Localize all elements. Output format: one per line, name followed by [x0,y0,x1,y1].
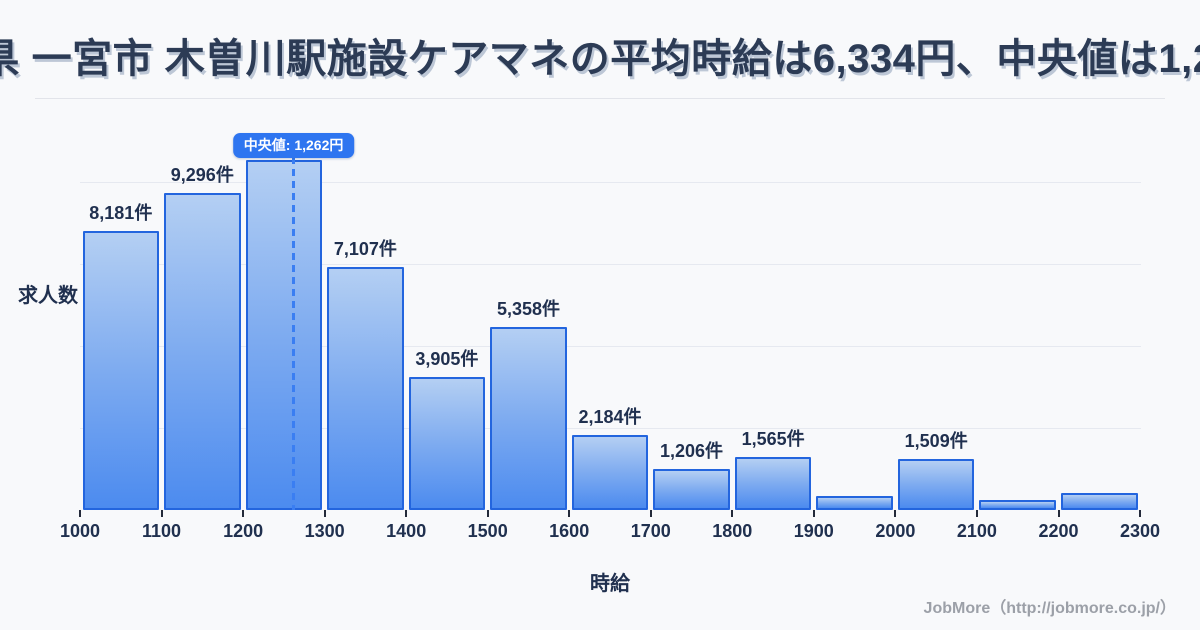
histogram-bar [816,496,893,510]
bar-value-label: 9,296件 [170,164,234,185]
gridline [80,182,1141,183]
histogram-bar [571,435,649,510]
x-tick [731,510,734,517]
x-tick [405,510,408,517]
x-tick-label: 1300 [304,521,345,541]
bar-value-label: 8,181件 [89,202,153,223]
x-tick [649,510,652,517]
x-tick [323,510,326,517]
x-tick [160,510,163,517]
gridline [80,264,1141,265]
histogram-bar [897,458,975,510]
histogram-bar [245,160,323,510]
x-tick [812,510,815,517]
x-tick [79,510,81,517]
chart-title: 愛知県 一宮市 木曽川駅施設ケアマネの平均時給は6,334円、中央値は1,262… [0,37,1200,81]
x-tick [486,510,489,517]
x-tick [242,510,245,517]
median-line [292,157,295,510]
bar-value-label: 5,358件 [496,299,561,319]
bar-value-label: 2,184件 [578,407,642,428]
histogram-bar [327,267,404,510]
histogram-bar [979,500,1056,510]
x-tick-label: 2000 [875,521,916,541]
x-tick-label: 1400 [386,521,427,541]
x-tick-label: 1200 [223,521,264,541]
histogram-bar [408,376,486,510]
x-tick-label: 1700 [630,521,671,541]
x-axis-label: 時給 [590,573,630,595]
y-axis-label: 求人数 [18,285,78,307]
bar-value-label: 7,107件 [333,239,397,260]
x-tick [1139,510,1141,517]
x-tick-label: 2300 [1119,521,1161,541]
histogram-bar [82,230,159,510]
bar-value-label: 1,206件 [659,440,724,461]
bar-value-label: 1,509件 [904,430,968,451]
footer-credit: JobMore（http://jobmore.co.jp/） [923,600,1176,617]
gridline [80,346,1141,347]
histogram-bar [653,468,730,510]
histogram-bar [490,327,567,510]
histogram-bar [1061,493,1138,510]
x-tick-label: 1900 [793,521,834,541]
x-tick [568,510,571,517]
bar-value-label: 3,905件 [415,348,479,369]
histogram-bar [734,456,812,510]
x-tick-label: 1800 [712,521,753,541]
title-divider [35,98,1165,99]
x-tick-label: 1600 [549,521,590,541]
x-tick [894,510,897,517]
x-tick [1057,510,1060,517]
x-tick-label: 1000 [59,521,101,541]
x-tick-label: 1100 [141,521,182,541]
histogram-bar [164,192,241,510]
x-tick-label: 2200 [1038,521,1079,541]
x-tick-label: 1500 [467,521,508,541]
median-badge: 中央値: 1,262円 [232,133,355,158]
x-tick-label: 2100 [956,521,997,541]
x-tick [975,510,978,517]
bar-value-label: 1,565件 [741,428,805,449]
gridline [80,428,1141,429]
